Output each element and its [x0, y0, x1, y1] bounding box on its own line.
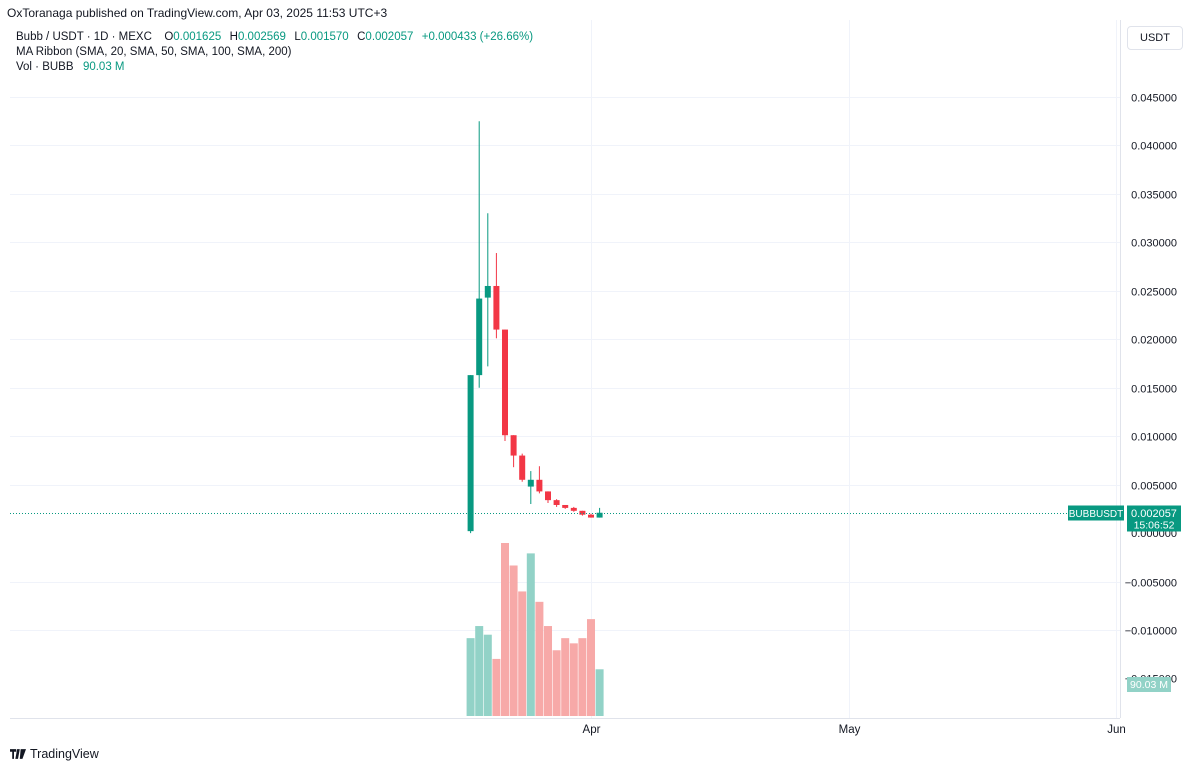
- close-label: C: [357, 31, 366, 43]
- candle-body: [562, 504, 569, 508]
- y-tick-label: 0.015000: [1131, 384, 1177, 396]
- open-value: 0.001625: [173, 31, 222, 43]
- x-tick-label: Apr: [583, 724, 601, 736]
- volume-bar: [483, 634, 492, 716]
- symbol-label: Bubb / USDT · 1D · MEXC: [16, 31, 152, 43]
- y-tick-label: −0.005000: [1125, 578, 1177, 590]
- chart-axes: 0.045000 0.040000 0.035000 0.030000 0.025000…: [10, 20, 1177, 736]
- open-label: O: [164, 31, 174, 43]
- y-tick-label: 0.030000: [1131, 238, 1177, 250]
- candle-body: [476, 298, 483, 376]
- y-tick-label: 0.005000: [1131, 481, 1177, 493]
- y-tick-label: 0.045000: [1131, 93, 1177, 105]
- volume-bar: [544, 626, 552, 716]
- volume-bar: [466, 638, 475, 716]
- volume-bar: [475, 626, 484, 716]
- volume-tag: [1127, 677, 1171, 692]
- y-tick-label: −0.010000: [1125, 626, 1177, 638]
- high-value: 0.002569: [237, 31, 286, 43]
- price-overlay: 0.000000−0.015000BUBBUSDT0.00205715:06:5…: [10, 505, 1181, 692]
- candle-body: [570, 507, 577, 511]
- candle-body: [596, 512, 603, 518]
- candle-body: [519, 455, 526, 480]
- candle-body: [536, 479, 543, 492]
- volume-bar: [492, 658, 501, 716]
- tradingview-footer[interactable]: TradingView: [10, 747, 99, 761]
- candle-body: [588, 514, 594, 518]
- tradingview-logo-icon: [10, 749, 26, 759]
- volume-bar: [569, 643, 578, 716]
- close-value: 0.002057: [365, 31, 414, 43]
- candlesticks: [467, 121, 603, 534]
- symbol-tag: [1068, 505, 1124, 521]
- candle-body: [467, 375, 474, 532]
- ma-ribbon-label: MA Ribbon (SMA, 20, SMA, 50, SMA, 100, S…: [16, 46, 292, 58]
- volume-bar: [595, 669, 604, 716]
- candle-body: [502, 329, 508, 436]
- candle-body: [510, 435, 517, 456]
- chart-legend: Bubb / USDT · 1D · MEXC O0.001625 H0.002…: [16, 30, 533, 75]
- candle-body: [545, 491, 551, 501]
- volume-bar: [535, 601, 544, 716]
- volume-tag-text: 90.03 M: [1130, 679, 1168, 691]
- legend-volume-row[interactable]: Vol · BUBB 90.03 M: [16, 60, 533, 75]
- volume-value: 90.03 M: [82, 61, 125, 73]
- candle-body: [493, 285, 500, 330]
- x-tick-label: Jun: [1107, 724, 1126, 736]
- y-tick-label: 0.035000: [1131, 190, 1177, 202]
- volume-bar: [518, 591, 527, 716]
- change-value: +0.000433 (+26.66%): [421, 31, 534, 43]
- x-tick-label: May: [839, 724, 861, 736]
- symbol-tag-text: BUBBUSDT: [1069, 509, 1123, 520]
- volume-bar: [526, 553, 535, 716]
- chart-grid: [10, 20, 1120, 718]
- volume-bar: [509, 565, 518, 716]
- candle-body: [553, 500, 560, 505]
- volume-bar: [552, 650, 561, 716]
- volume-bar: [578, 638, 587, 716]
- low-value: 0.001570: [300, 31, 349, 43]
- volume-label: Vol · BUBB: [16, 61, 74, 73]
- candle-body: [579, 510, 586, 515]
- volume-bar: [561, 638, 570, 716]
- countdown-value: 15:06:52: [1134, 520, 1175, 532]
- y-tick-label: 0.020000: [1131, 335, 1177, 347]
- footer-brand: TradingView: [30, 747, 99, 761]
- legend-ma-ribbon-row[interactable]: MA Ribbon (SMA, 20, SMA, 50, SMA, 100, S…: [16, 45, 533, 60]
- currency-selector[interactable]: USDT: [1127, 26, 1183, 50]
- last-price-value: 0.002057: [1131, 508, 1177, 520]
- publisher-line: OxToranaga published on TradingView.com,…: [7, 6, 388, 20]
- candle-body: [484, 285, 491, 298]
- high-label: H: [229, 31, 238, 43]
- low-label: L: [294, 31, 301, 43]
- volume-bar: [587, 619, 595, 716]
- candle-body: [527, 479, 534, 487]
- legend-symbol-row[interactable]: Bubb / USDT · 1D · MEXC O0.001625 H0.002…: [16, 30, 533, 45]
- y-tick-label: 0.025000: [1131, 287, 1177, 299]
- last-price-tag: [1127, 505, 1181, 532]
- y-tick-label: 0.010000: [1131, 432, 1177, 444]
- y-tick-label: 0.040000: [1131, 141, 1177, 153]
- volume-bar: [501, 543, 509, 716]
- volume-bars: [466, 543, 604, 716]
